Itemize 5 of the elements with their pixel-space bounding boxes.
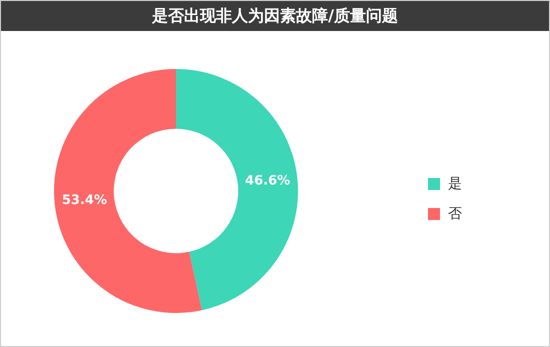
legend-label: 是	[448, 175, 462, 193]
data-label: 46.6%	[245, 174, 290, 189]
data-label: 53.4%	[62, 193, 107, 208]
chart-title: 是否出现非人为因素故障/质量问题	[1, 1, 549, 31]
legend-label: 否	[448, 205, 462, 223]
